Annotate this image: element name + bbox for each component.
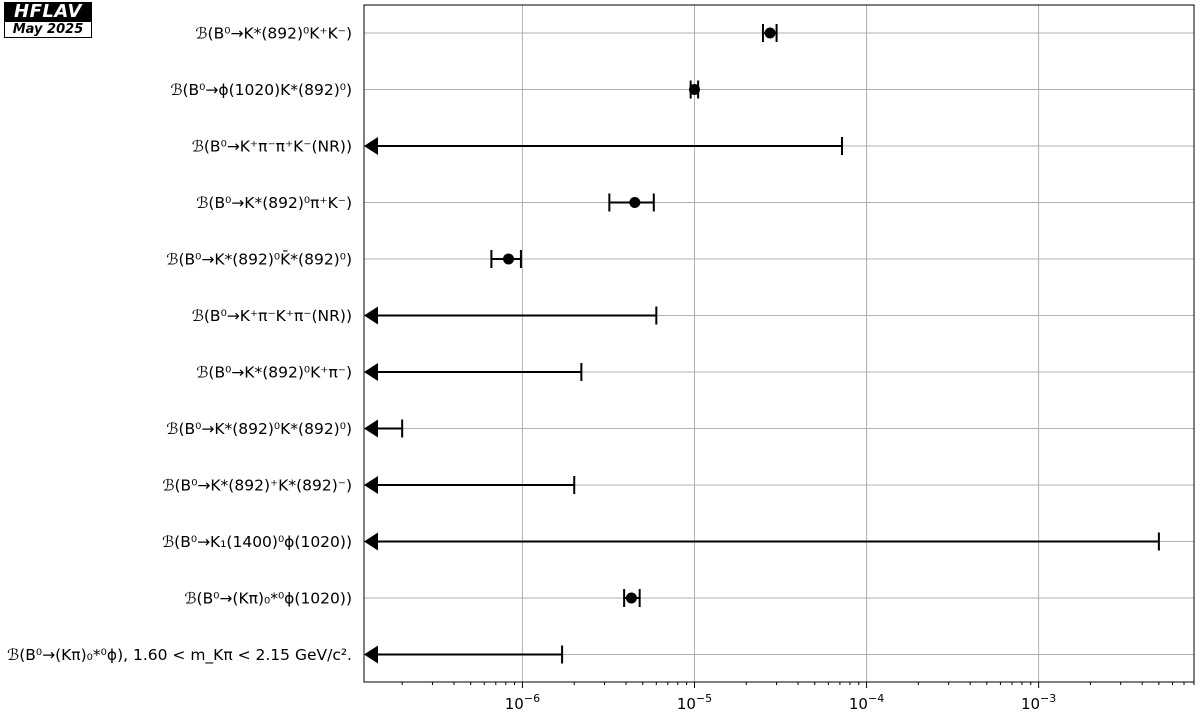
y-label-7: ℬ(B⁰→K*(892)⁰K*(892)⁰) — [166, 420, 352, 438]
y-label-5: ℬ(B⁰→K⁺π⁻K⁺π⁻(NR)) — [192, 307, 352, 325]
limit-arrow-7 — [364, 419, 378, 438]
axes-frame — [363, 4, 1195, 683]
y-label-9: ℬ(B⁰→K₁(1400)⁰ϕ(1020)) — [162, 533, 352, 551]
limit-arrow-6 — [364, 363, 378, 381]
limit-arrow-11 — [364, 645, 378, 664]
x-tick-label-2: 10−4 — [849, 692, 884, 713]
y-label-3: ℬ(B⁰→K*(892)⁰π⁺K⁻) — [196, 194, 352, 212]
limit-arrow-2 — [364, 137, 378, 155]
data-point-3 — [629, 197, 641, 208]
y-label-6: ℬ(B⁰→K*(892)⁰K⁺π⁻) — [196, 364, 352, 382]
data-point-10 — [625, 592, 637, 604]
x-tick-label-0: 10−6 — [505, 692, 540, 713]
x-tick-label-3: 10−3 — [1021, 692, 1056, 713]
y-label-1: ℬ(B⁰→ϕ(1020)K*(892)⁰) — [170, 81, 352, 99]
hflav-logo: HFLAV May 2025 — [4, 2, 92, 38]
y-label-10: ℬ(B⁰→(Kπ)₀*⁰ϕ(1020)) — [184, 590, 352, 608]
limit-arrow-9 — [364, 532, 378, 551]
data-point-4 — [503, 253, 515, 265]
limit-arrow-8 — [364, 476, 378, 494]
y-label-2: ℬ(B⁰→K⁺π⁻π⁺K⁻(NR)) — [192, 138, 352, 156]
y-label-8: ℬ(B⁰→K*(892)⁺K*(892)⁻) — [162, 477, 352, 495]
y-label-0: ℬ(B⁰→K*(892)⁰K⁺K⁻) — [195, 25, 352, 43]
x-tick-label-1: 10−5 — [677, 692, 712, 713]
data-point-1 — [688, 84, 700, 95]
limit-arrow-5 — [364, 306, 378, 325]
y-label-4: ℬ(B⁰→K*(892)⁰K̄*(892)⁰) — [166, 250, 352, 269]
logo-title: HFLAV — [4, 2, 92, 21]
y-label-11: ℬ(B⁰→(Kπ)₀*⁰ϕ), 1.60 < m_Kπ < 2.15 GeV/c… — [7, 646, 352, 665]
logo-date: May 2025 — [4, 21, 92, 38]
data-point-0 — [764, 27, 776, 39]
